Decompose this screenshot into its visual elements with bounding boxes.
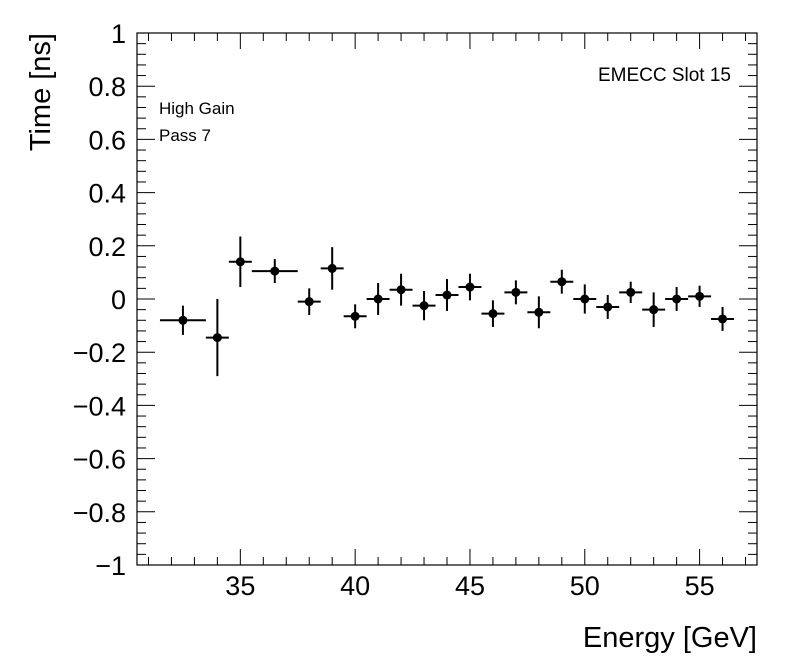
x-tick-label: 50	[570, 571, 600, 601]
y-tick-label: −0.4	[73, 391, 126, 421]
data-point	[596, 295, 620, 319]
data-marker	[350, 311, 360, 321]
x-tick-label: 45	[455, 571, 485, 601]
data-point	[711, 306, 735, 331]
data-marker	[212, 333, 222, 343]
data-point	[619, 281, 643, 303]
data-marker	[396, 285, 406, 295]
data-marker	[649, 305, 659, 315]
data-marker	[557, 277, 567, 287]
data-point	[412, 291, 436, 321]
data-point	[504, 280, 528, 305]
data-marker	[373, 294, 383, 304]
data-point	[642, 292, 666, 327]
y-tick-label: −0.8	[73, 498, 126, 528]
data-marker	[235, 257, 245, 267]
data-marker	[442, 290, 452, 300]
data-point	[665, 287, 689, 311]
points-layer	[159, 236, 735, 377]
y-tick-label: 0.2	[88, 232, 126, 262]
plot-frame	[136, 32, 758, 566]
labels-layer: 35 40 45 50 55 −1 −0.8 −0.6 −0.4 −0.2 0 0.2 0.4 0.6 0.…	[73, 19, 715, 601]
x-tick-label: 40	[340, 571, 370, 601]
x-tick-label: 55	[685, 571, 715, 601]
data-point	[527, 296, 551, 329]
y-axis-title: Time [ns]	[25, 33, 57, 151]
ticks-layer	[137, 32, 757, 566]
data-point	[366, 283, 390, 315]
data-point	[251, 259, 298, 284]
data-point	[343, 304, 367, 329]
data-point	[297, 288, 321, 315]
y-tick-label: 0	[111, 285, 126, 315]
data-point	[550, 269, 574, 294]
gain-annotation: High Gain	[159, 99, 235, 118]
y-tick-label: −0.6	[73, 445, 126, 475]
x-axis-title: Energy [GeV]	[583, 622, 757, 654]
data-point	[688, 285, 712, 307]
y-tick-label: 0.6	[88, 125, 126, 155]
data-marker	[465, 282, 475, 292]
data-point	[481, 300, 505, 327]
data-marker	[327, 263, 337, 273]
data-marker	[672, 294, 682, 304]
data-marker	[270, 266, 280, 276]
data-point	[458, 273, 482, 301]
data-point	[435, 279, 459, 311]
data-point	[205, 299, 229, 377]
data-point	[159, 305, 206, 335]
data-marker	[695, 291, 705, 301]
data-point	[228, 236, 252, 288]
data-point	[320, 247, 344, 290]
data-marker	[304, 297, 314, 307]
data-marker	[488, 309, 498, 319]
data-marker	[511, 287, 521, 297]
data-marker	[580, 294, 590, 304]
y-tick-label: 1	[111, 19, 126, 49]
data-marker	[626, 287, 636, 297]
data-marker	[603, 302, 613, 312]
y-tick-label: 0.4	[88, 179, 126, 209]
data-marker	[178, 315, 188, 325]
data-point	[573, 284, 597, 314]
y-tick-label: −0.2	[73, 338, 126, 368]
data-point	[389, 273, 413, 306]
slot-annotation: EMECC Slot 15	[598, 65, 731, 86]
y-tick-label: 0.8	[88, 72, 126, 102]
x-tick-label: 35	[225, 571, 255, 601]
data-marker	[419, 301, 429, 311]
data-marker	[718, 314, 728, 324]
y-tick-label: −1	[95, 551, 126, 581]
data-marker	[534, 307, 544, 317]
pass-annotation: Pass 7	[159, 126, 211, 145]
